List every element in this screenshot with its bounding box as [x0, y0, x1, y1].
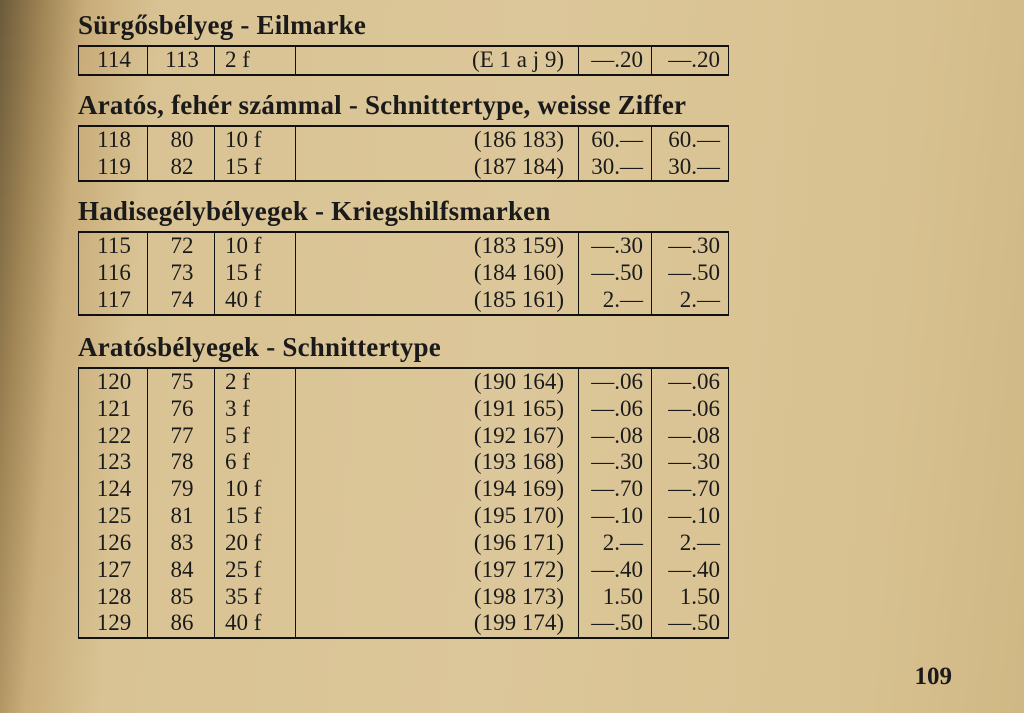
cell: —.10	[579, 503, 652, 530]
cell: 15 f	[215, 503, 296, 530]
col-ref: (E 1 a j 9)	[296, 46, 579, 75]
cell: 25 f	[215, 557, 296, 584]
cell: —.06	[652, 368, 729, 396]
cell: —.08	[579, 423, 652, 450]
cell: (194 169)	[296, 476, 579, 503]
catalog-table: 120752 f(190 164)—.06—.06121763 f(191 16…	[78, 367, 729, 639]
table-row: 114 113 2 f (E 1 a j 9) —.20 —.20	[79, 46, 729, 75]
cell: —.40	[579, 557, 652, 584]
table-row: 116 73 15 f (184 160) —.50 —.50	[79, 260, 729, 287]
cell: 10 f	[215, 476, 296, 503]
table-row: 115 72 10 f (183 159) —.30 —.30	[79, 232, 729, 260]
cell: 85	[148, 584, 215, 611]
cell: 5 f	[215, 423, 296, 450]
section-title: Aratósbélyegek - Schnittertype	[78, 332, 1006, 363]
cell: 86	[148, 610, 215, 638]
table-row: 1298640 f(199 174)—.50—.50	[79, 610, 729, 638]
table-row: 1288535 f(198 173)1.501.50	[79, 584, 729, 611]
cell: 1.50	[652, 584, 729, 611]
catalog-page: Sürgősbélyeg - Eilmarke 114 113 2 f (E 1…	[72, 4, 1006, 703]
section-title: Sürgősbélyeg - Eilmarke	[78, 10, 1006, 41]
cell: 75	[148, 368, 215, 396]
col-price-a: —.20	[579, 46, 652, 75]
col-denom: 2 f	[215, 46, 296, 75]
cell: 127	[79, 557, 148, 584]
cell: —.06	[579, 368, 652, 396]
table-row: 118 80 10 f (186 183) 60.— 60.—	[79, 126, 729, 154]
cell: 120	[79, 368, 148, 396]
cell: (195 170)	[296, 503, 579, 530]
cell: 79	[148, 476, 215, 503]
table-row: 1268320 f(196 171)2.—2.—	[79, 530, 729, 557]
cell: (192 167)	[296, 423, 579, 450]
cell: —.06	[652, 396, 729, 423]
cell: (198 173)	[296, 584, 579, 611]
cell: —.70	[579, 476, 652, 503]
cell: 83	[148, 530, 215, 557]
cell: 124	[79, 476, 148, 503]
cell: —.08	[652, 423, 729, 450]
table-row: 1278425 f(197 172)—.40—.40	[79, 557, 729, 584]
cell: 126	[79, 530, 148, 557]
page-number: 109	[915, 663, 953, 691]
cell: (196 171)	[296, 530, 579, 557]
table-row: 120752 f(190 164)—.06—.06	[79, 368, 729, 396]
cell: (191 165)	[296, 396, 579, 423]
catalog-table: 115 72 10 f (183 159) —.30 —.30 116 73 1…	[78, 231, 729, 315]
cell: 81	[148, 503, 215, 530]
table-row: 122775 f(192 167)—.08—.08	[79, 423, 729, 450]
cell: 129	[79, 610, 148, 638]
cell: 2.—	[579, 530, 652, 557]
cell: 1.50	[579, 584, 652, 611]
cell: 35 f	[215, 584, 296, 611]
col-catno-a: 114	[79, 46, 148, 75]
cell: (197 172)	[296, 557, 579, 584]
cell: —.06	[579, 396, 652, 423]
cell: 2 f	[215, 368, 296, 396]
section-title: Aratós, fehér számmal - Schnittertype, w…	[78, 90, 1006, 121]
cell: 128	[79, 584, 148, 611]
table-row: 123786 f(193 168)—.30—.30	[79, 449, 729, 476]
cell: 125	[79, 503, 148, 530]
cell: —.70	[652, 476, 729, 503]
cell: —.50	[579, 610, 652, 638]
cell: 123	[79, 449, 148, 476]
col-price-b: —.20	[652, 46, 729, 75]
cell: 77	[148, 423, 215, 450]
table-row: 121763 f(191 165)—.06—.06	[79, 396, 729, 423]
cell: —.50	[652, 610, 729, 638]
cell: (199 174)	[296, 610, 579, 638]
cell: —.30	[579, 449, 652, 476]
cell: —.30	[652, 449, 729, 476]
cell: 84	[148, 557, 215, 584]
catalog-table: 118 80 10 f (186 183) 60.— 60.— 119 82 1…	[78, 125, 729, 183]
cell: 3 f	[215, 396, 296, 423]
table-row: 119 82 15 f (187 184) 30.— 30.—	[79, 154, 729, 182]
section-title: Hadisegélybélyegek - Kriegshilfsmarken	[78, 196, 1006, 227]
cell: —.10	[652, 503, 729, 530]
cell: (190 164)	[296, 368, 579, 396]
cell: 40 f	[215, 610, 296, 638]
table-row: 1247910 f(194 169)—.70—.70	[79, 476, 729, 503]
col-catno-b: 113	[148, 46, 215, 75]
cell: 6 f	[215, 449, 296, 476]
cell: 122	[79, 423, 148, 450]
cell: 20 f	[215, 530, 296, 557]
cell: 121	[79, 396, 148, 423]
table-row: 1258115 f(195 170)—.10—.10	[79, 503, 729, 530]
cell: 76	[148, 396, 215, 423]
cell: 2.—	[652, 530, 729, 557]
cell: —.40	[652, 557, 729, 584]
table-row: 117 74 40 f (185 161) 2.— 2.—	[79, 287, 729, 315]
cell: 78	[148, 449, 215, 476]
catalog-table: 114 113 2 f (E 1 a j 9) —.20 —.20	[78, 45, 729, 76]
cell: (193 168)	[296, 449, 579, 476]
